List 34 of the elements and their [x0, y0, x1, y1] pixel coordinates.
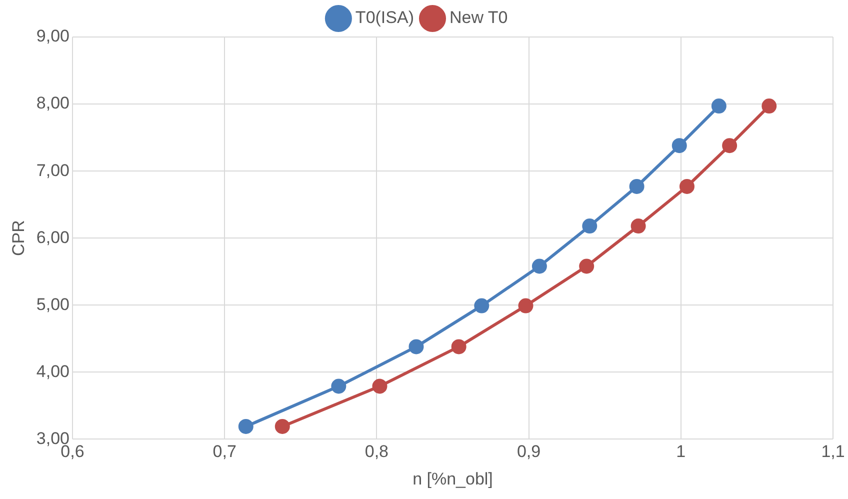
x-tick-label: 0,9 [516, 442, 541, 462]
point [762, 98, 777, 114]
legend-label: New T0 [449, 8, 508, 28]
y-tick-label: 3,00 [36, 428, 70, 448]
y-tick-label: 5,00 [36, 294, 70, 314]
point [679, 178, 694, 194]
y-axis-title: CPR [8, 220, 28, 256]
point [238, 418, 254, 434]
x-tick-label: 0,7 [212, 442, 236, 462]
point [451, 339, 466, 354]
point [474, 298, 490, 314]
point [532, 258, 547, 274]
point [672, 138, 687, 154]
point [372, 378, 388, 394]
x-axis-title: n [%n_obl] [412, 469, 493, 488]
y-tick-label: 8,00 [36, 94, 70, 113]
y-tick-label: 9,00 [36, 26, 70, 46]
point [582, 218, 598, 234]
point [629, 178, 644, 194]
point [711, 98, 726, 114]
y-tick-label: 4,00 [36, 362, 70, 381]
point [630, 218, 646, 234]
legend-label: T0(ISA) [355, 8, 414, 28]
x-tick-label: 1 [676, 442, 686, 462]
point [518, 298, 534, 314]
point [331, 378, 346, 394]
point [408, 339, 424, 354]
x-tick-label: 1,1 [821, 442, 845, 462]
point [722, 138, 738, 154]
y-tick-label: 6,00 [36, 228, 70, 247]
y-tick-label: 7,00 [36, 160, 70, 180]
x-tick-label: 0,8 [364, 442, 389, 462]
point [579, 258, 594, 274]
point [274, 418, 290, 434]
